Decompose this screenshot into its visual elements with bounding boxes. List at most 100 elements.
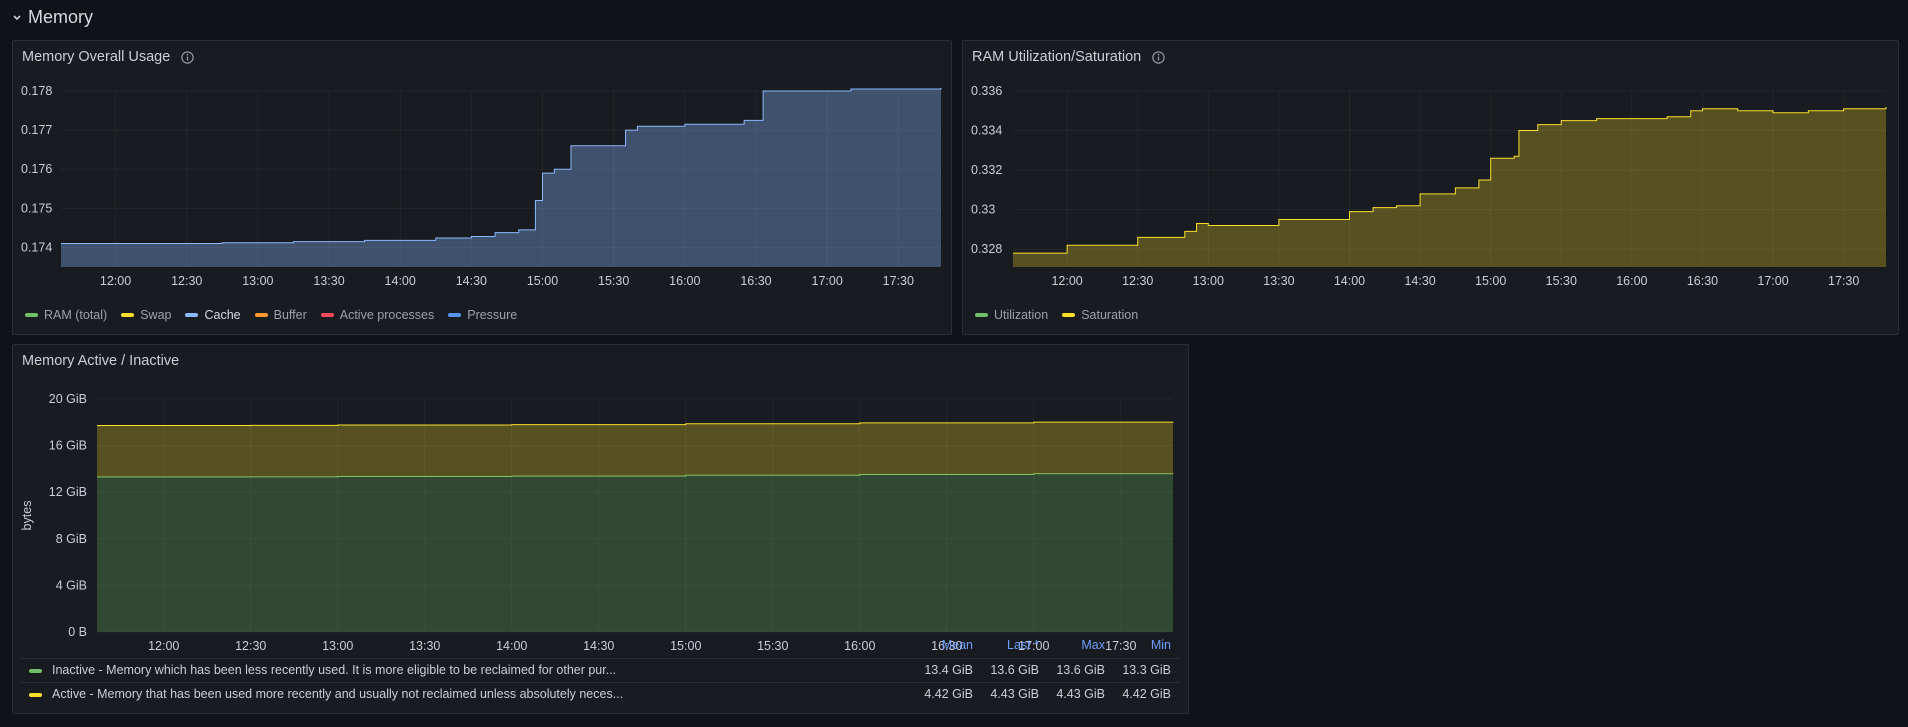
chevron-down-icon <box>13 15 21 21</box>
legend-table-row[interactable]: Active - Memory that has been used more … <box>21 682 1180 706</box>
y-tick-label: 0.178 <box>21 84 52 98</box>
value-min: 13.3 GiB <box>1122 663 1171 677</box>
panel-header[interactable]: Memory Overall Usage <box>22 47 195 67</box>
x-tick-label: 17:00 <box>812 274 843 288</box>
row-title: Memory <box>28 6 94 27</box>
x-tick-label: 15:00 <box>527 274 558 288</box>
chart-legend: RAM (total) Swap Cache Buffer Active process… <box>25 308 517 322</box>
legend-label: Active processes <box>339 308 435 322</box>
ram-utilization-chart[interactable]: 0.328 0.33 0.332 0.334 0.336 12:00 12:30 13:00 1… <box>963 81 1900 331</box>
panel-ram-utilization-saturation: RAM Utilization/Saturation 0.328 0.33 0.33… <box>962 40 1899 335</box>
series-area <box>97 421 1173 478</box>
legend-label: Saturation <box>1081 308 1139 322</box>
x-tick-label: 12:00 <box>148 639 179 653</box>
series-color-swatch <box>25 313 38 317</box>
x-tick-label: 13:00 <box>1193 274 1224 288</box>
x-tick-label: 16:30 <box>1687 274 1718 288</box>
x-tick-label: 16:30 <box>740 274 771 288</box>
overall-usage-chart[interactable]: 0.174 0.175 0.176 0.177 0.178 12:00 12:30 13:00… <box>13 81 953 331</box>
x-tick-label: 16:30 <box>931 639 962 653</box>
value-max: 13.6 GiB <box>1056 663 1105 677</box>
legend-label: RAM (total) <box>44 308 108 322</box>
legend-item[interactable]: Pressure <box>448 308 517 322</box>
legend-item[interactable]: Active processes <box>320 308 435 322</box>
panel-title: RAM Utilization/Saturation <box>972 49 1142 65</box>
series-name[interactable]: Active - Memory that has been used more … <box>52 687 624 701</box>
y-tick-label: 8 GiB <box>56 532 87 546</box>
info-circle-icon[interactable] <box>1151 50 1166 65</box>
legend-item[interactable]: Swap <box>121 308 171 322</box>
y-tick-label: 0.332 <box>971 163 1002 177</box>
series-line <box>1013 106 1887 254</box>
y-tick-label: 0.334 <box>971 124 1002 138</box>
x-tick-label: 14:30 <box>1404 274 1435 288</box>
x-tick-label: 15:30 <box>598 274 629 288</box>
x-tick-label: 14:00 <box>496 639 527 653</box>
x-tick-label: 13:00 <box>242 274 273 288</box>
y-tick-label: 0.176 <box>21 162 52 176</box>
x-tick-label: 15:00 <box>670 639 701 653</box>
panel-header[interactable]: Memory Active / Inactive <box>22 351 179 371</box>
x-tick-label: 16:00 <box>1616 274 1647 288</box>
series-color-swatch <box>29 669 42 673</box>
legend-item[interactable]: Buffer <box>254 308 307 322</box>
series-color-swatch <box>121 313 135 317</box>
y-axis-label: bytes <box>20 501 34 531</box>
x-tick-label: 13:30 <box>313 274 344 288</box>
y-tick-label: 0 B <box>68 625 87 639</box>
x-tick-label: 14:00 <box>385 274 416 288</box>
row-toggle-memory[interactable]: Memory <box>10 2 93 32</box>
panel-title: Memory Active / Inactive <box>22 353 180 369</box>
series-color-swatch <box>320 313 334 317</box>
series-color-swatch <box>254 313 268 317</box>
legend-header-min[interactable]: Min <box>1150 638 1171 652</box>
value-mean: 4.42 GiB <box>924 687 973 701</box>
x-tick-label: 12:00 <box>100 274 131 288</box>
series-color-swatch <box>185 313 199 317</box>
series-color-swatch <box>1062 313 1076 317</box>
series-area <box>61 87 941 267</box>
legend-label: Utilization <box>994 308 1049 322</box>
panel-header[interactable]: RAM Utilization/Saturation <box>972 47 1166 67</box>
value-last: 4.43 GiB <box>990 687 1039 701</box>
active-inactive-chart[interactable]: 0 B 4 GiB 8 GiB 12 GiB 16 GiB 20 GiB 12:00 12:3… <box>13 375 1190 670</box>
value-mean: 13.4 GiB <box>924 663 973 677</box>
y-tick-label: 0.174 <box>21 240 52 254</box>
x-tick-label: 17:30 <box>1828 274 1859 288</box>
legend-item[interactable]: Saturation <box>1062 308 1138 322</box>
series-line <box>97 421 1174 427</box>
legend-item[interactable]: RAM (total) <box>25 308 107 322</box>
legend-label: Cache <box>204 308 241 322</box>
x-tick-label: 12:30 <box>1122 274 1153 288</box>
x-tick-label: 13:30 <box>1263 274 1294 288</box>
legend-table-row[interactable]: Inactive - Memory which has been less re… <box>21 658 1180 682</box>
legend-item[interactable]: Utilization <box>975 308 1048 322</box>
y-tick-label: 0.177 <box>21 123 52 137</box>
series-area <box>97 473 1173 632</box>
series-color-swatch <box>29 693 42 697</box>
legend-label: Buffer <box>273 308 307 322</box>
series-color-swatch <box>975 313 988 317</box>
x-tick-label: 12:00 <box>1051 274 1082 288</box>
legend-header-last[interactable]: Last * <box>1007 638 1039 652</box>
x-tick-label: 14:30 <box>583 639 614 653</box>
panel-title: Memory Overall Usage <box>22 49 171 65</box>
legend-item[interactable]: Cache <box>185 308 241 322</box>
chart-legend: Utilization Saturation <box>975 308 1138 322</box>
y-tick-label: 0.175 <box>21 201 52 215</box>
series-name[interactable]: Inactive - Memory which has been less re… <box>52 663 617 677</box>
y-tick-label: 12 GiB <box>49 485 87 499</box>
y-tick-label: 4 GiB <box>56 578 87 592</box>
y-tick-label: 0.328 <box>971 242 1002 256</box>
panel-memory-overall-usage: Memory Overall Usage 0.174 0.175 0.176 0.17… <box>12 40 952 335</box>
x-tick-label: 12:30 <box>171 274 202 288</box>
legend-header-max[interactable]: Max <box>1081 638 1105 652</box>
y-tick-label: 0.336 <box>971 84 1002 98</box>
series-area <box>1013 106 1886 267</box>
info-circle-icon[interactable] <box>180 50 195 65</box>
legend-header-mean[interactable]: Mean <box>941 638 973 652</box>
legend-label: Pressure <box>467 308 518 322</box>
x-tick-label: 17:00 <box>1757 274 1788 288</box>
x-tick-label: 13:00 <box>322 639 353 653</box>
x-tick-label: 17:30 <box>883 274 914 288</box>
